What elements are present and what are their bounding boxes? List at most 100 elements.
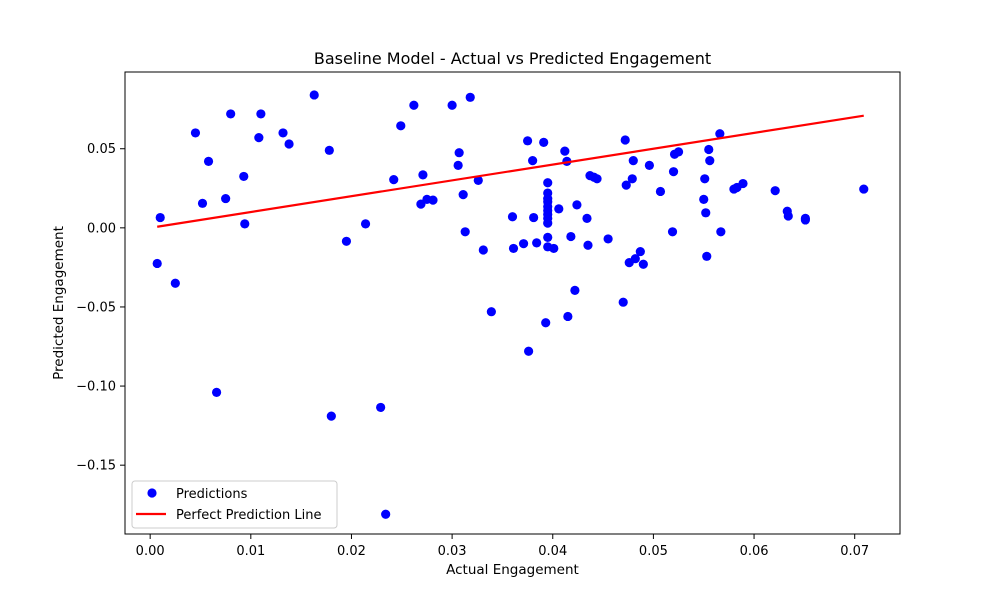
scatter-point bbox=[409, 100, 419, 110]
scatter-point bbox=[715, 129, 725, 139]
y-tick-label: −0.15 bbox=[76, 459, 116, 474]
x-tick-label: 0.00 bbox=[136, 544, 165, 559]
scatter-point bbox=[859, 184, 869, 194]
scatter-point bbox=[543, 218, 553, 228]
scatter-point bbox=[699, 194, 709, 204]
scatter-point bbox=[240, 219, 250, 229]
scatter-point bbox=[522, 136, 533, 146]
scatter-point bbox=[197, 198, 208, 208]
scatter-point bbox=[716, 227, 726, 237]
x-tick-label: 0.05 bbox=[639, 544, 668, 559]
scatter-point bbox=[221, 193, 231, 204]
legend-label-line: Perfect Prediction Line bbox=[176, 508, 321, 523]
scatter-point bbox=[543, 232, 553, 242]
scatter-point bbox=[554, 204, 564, 214]
scatter-point bbox=[603, 234, 613, 244]
scatter-point bbox=[309, 90, 319, 100]
scatter-point bbox=[702, 251, 712, 261]
scatter-point bbox=[239, 171, 249, 182]
y-tick-label: −0.05 bbox=[76, 300, 116, 315]
axes-frame bbox=[124, 71, 901, 535]
scatter-point bbox=[630, 254, 640, 264]
scatter-point bbox=[582, 213, 592, 223]
scatter-point bbox=[635, 246, 645, 257]
scatter-point bbox=[381, 509, 391, 519]
scatter-point bbox=[152, 258, 162, 269]
chart-title: Baseline Model - Actual vs Predicted Eng… bbox=[314, 49, 711, 68]
scatter-point bbox=[572, 200, 582, 210]
scatter-point bbox=[539, 137, 549, 148]
y-tick-label: −0.10 bbox=[76, 380, 116, 395]
scatter-point bbox=[389, 174, 399, 185]
scatter-point bbox=[508, 243, 519, 254]
scatter-point bbox=[478, 245, 488, 255]
scatter-point bbox=[518, 239, 529, 249]
scatter-point bbox=[738, 178, 748, 189]
x-tick-label: 0.01 bbox=[236, 544, 265, 559]
scatter-point bbox=[486, 307, 496, 317]
scatter-point bbox=[655, 186, 666, 197]
scatter-point bbox=[570, 285, 580, 295]
scatter-point bbox=[701, 208, 711, 218]
plot-area: 0.00 0.01 0.02 0.03 0.04 0.05 0.06 0.07 −0.15 −0.… bbox=[76, 71, 901, 559]
legend: Predictions Perfect Prediction Line bbox=[131, 480, 338, 529]
scatter-point bbox=[770, 186, 780, 196]
scatter-point bbox=[376, 402, 386, 413]
scatter-point bbox=[528, 156, 538, 166]
scatter-point bbox=[254, 133, 264, 143]
legend-label-predictions: Predictions bbox=[176, 487, 248, 502]
scatter-point bbox=[454, 148, 464, 158]
scatter-point bbox=[284, 139, 294, 149]
legend-marker-predictions bbox=[147, 488, 157, 498]
scatter-point bbox=[190, 128, 201, 138]
scatter-point bbox=[507, 212, 518, 222]
scatter-point bbox=[560, 146, 570, 156]
scatter-point bbox=[341, 236, 352, 246]
scatter-point bbox=[592, 174, 602, 184]
scatter-point bbox=[618, 297, 628, 307]
scatter-point bbox=[668, 167, 679, 177]
scatter-point bbox=[700, 174, 710, 184]
x-tick-label: 0.03 bbox=[438, 544, 467, 559]
scatter-point bbox=[155, 212, 165, 223]
scatter-point bbox=[396, 121, 406, 131]
scatter-point bbox=[428, 195, 438, 205]
scatter-point bbox=[460, 227, 470, 237]
scatter-point bbox=[360, 219, 371, 229]
scatter-point bbox=[226, 109, 236, 119]
scatter-point bbox=[563, 311, 573, 322]
scatter-point bbox=[418, 170, 428, 180]
scatter-point bbox=[203, 156, 214, 166]
scatter-point bbox=[326, 411, 336, 421]
scatter-point bbox=[324, 145, 334, 155]
scatter-point bbox=[800, 215, 810, 225]
x-tick-label: 0.06 bbox=[740, 544, 769, 559]
scatter-point bbox=[549, 243, 559, 254]
scatter-point bbox=[453, 160, 463, 170]
scatter-point bbox=[628, 156, 638, 166]
x-tick-label: 0.04 bbox=[538, 544, 567, 559]
scatter-point bbox=[465, 92, 475, 102]
scatter-point bbox=[256, 109, 266, 119]
scatter-point bbox=[621, 180, 631, 190]
y-tick-label: 0.00 bbox=[87, 221, 116, 236]
legend-box bbox=[131, 480, 338, 529]
y-tick-label: 0.05 bbox=[87, 142, 116, 157]
scatter-point bbox=[627, 174, 637, 184]
scatter-point bbox=[278, 128, 288, 138]
scatter-point bbox=[458, 190, 468, 200]
scatter-point bbox=[667, 227, 678, 237]
x-tick-label: 0.07 bbox=[840, 544, 869, 559]
scatter-point bbox=[705, 156, 715, 166]
scatter-point bbox=[473, 175, 483, 185]
scatter-point bbox=[783, 211, 793, 221]
scatter-point bbox=[673, 147, 684, 157]
scatter-point bbox=[211, 387, 222, 397]
x-axis-label: Actual Engagement bbox=[446, 562, 579, 578]
scatter-point bbox=[529, 212, 539, 223]
scatter-point bbox=[447, 100, 457, 110]
perfect-prediction-line bbox=[157, 114, 864, 228]
scatter-point bbox=[583, 240, 593, 250]
scatter-point bbox=[620, 135, 630, 145]
